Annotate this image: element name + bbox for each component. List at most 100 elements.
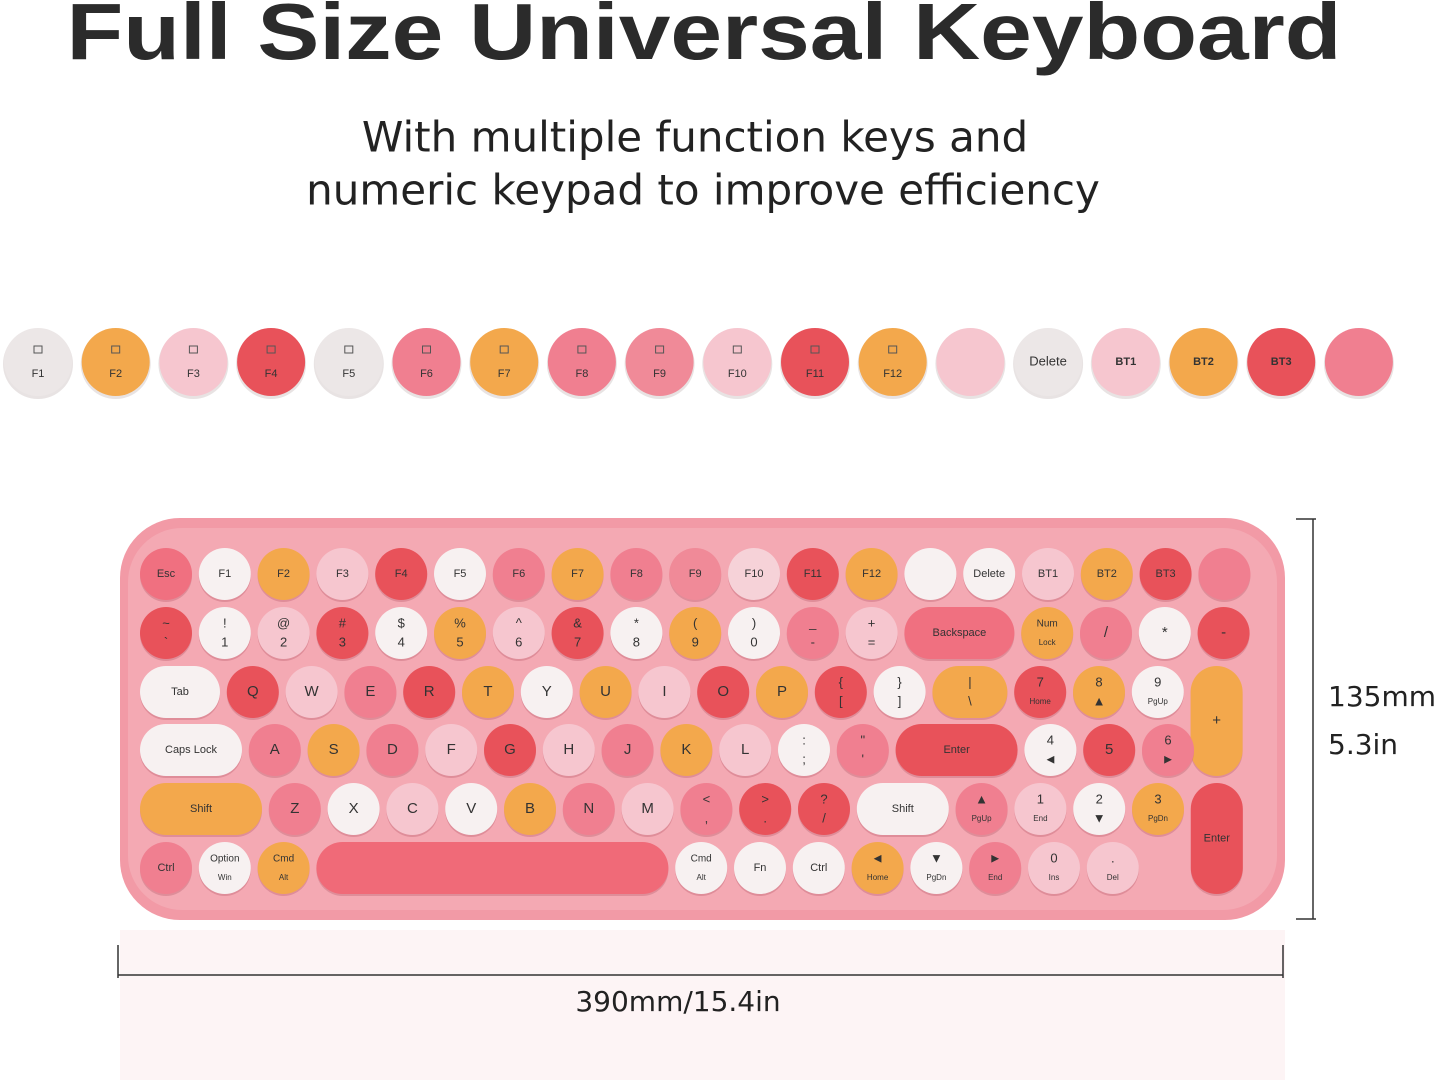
key-label-bottom: \ [968, 693, 972, 708]
key-label-bottom: End [1033, 814, 1047, 823]
key [1131, 666, 1184, 718]
key [814, 666, 867, 718]
key [1024, 724, 1077, 776]
key-label: Y [542, 683, 552, 700]
title: Full Size Universal Keyboard [67, 0, 1342, 76]
key [786, 548, 839, 600]
key [504, 783, 556, 835]
key-label: Ctrl [810, 862, 827, 874]
key-label-top: * [634, 615, 639, 630]
key [1197, 607, 1250, 659]
key [257, 842, 310, 894]
key-label-bottom: ◄ [1044, 751, 1057, 766]
key [198, 607, 251, 659]
key [660, 724, 713, 776]
key-label-top: { [839, 674, 844, 689]
key-label: Z [290, 800, 299, 817]
key-label: BT2 [1193, 356, 1214, 368]
key-label: Enter [943, 744, 970, 756]
key-label-bottom: Win [218, 873, 232, 882]
key-label: BT1 [1038, 568, 1058, 580]
key-label: * [1162, 624, 1168, 641]
function-key [1247, 328, 1316, 396]
key-label-bottom: , [705, 810, 709, 825]
key-label: F2 [277, 568, 290, 580]
key-label: Ctrl [157, 862, 174, 874]
key [551, 607, 604, 659]
key-label-bottom: 0 [750, 634, 757, 649]
key [851, 842, 904, 894]
key-label-bottom: ] [898, 693, 902, 708]
function-key [936, 328, 1005, 396]
key-label-top: ! [223, 615, 227, 630]
key-label-bottom: End [988, 873, 1002, 882]
key-label-bottom: Del [1107, 873, 1119, 882]
key-label: O [717, 683, 729, 700]
key-label-top: 8 [1095, 674, 1102, 689]
key-label-top: > [761, 791, 769, 806]
key-label-bottom: ` [164, 634, 168, 649]
key [140, 783, 262, 835]
key-label-bottom: 9 [692, 634, 699, 649]
key-label-top: 0 [1050, 850, 1057, 865]
key-label: + [1212, 712, 1221, 729]
key [969, 842, 1022, 894]
key-label-top: ▼ [930, 850, 943, 865]
key-label: Delete [1029, 353, 1067, 368]
key-label: BT2 [1097, 568, 1117, 580]
function-key [81, 328, 150, 396]
key [445, 783, 498, 835]
key-label: F7 [498, 368, 511, 380]
key-label: A [270, 741, 280, 758]
key [1198, 548, 1251, 600]
key-label: - [1221, 624, 1226, 641]
key [198, 548, 251, 600]
key-label: R [424, 683, 435, 700]
key [675, 842, 728, 894]
key [895, 724, 1018, 776]
key [140, 548, 192, 600]
key [719, 724, 772, 776]
subtitle-line: With multiple function keys and [362, 113, 1028, 162]
key-label-top: ? [820, 791, 827, 806]
key [579, 666, 632, 718]
key [226, 666, 279, 718]
function-keys: F1 F2 F3 F4 F5 F6 F7 F8 F9 F10 F11 F12 Delete BT1 BT2 B… [3, 328, 1394, 399]
key [680, 783, 733, 835]
key-label: F1 [32, 368, 45, 380]
key-label-bottom: Home [867, 873, 889, 882]
key-label-bottom: Home [1030, 697, 1052, 706]
function-key [314, 328, 383, 396]
function-key [858, 328, 927, 396]
function-key [392, 328, 461, 396]
key-icon [33, 345, 43, 354]
key-label: Caps Lock [165, 744, 217, 756]
key-label-top: . [1111, 850, 1115, 865]
key [739, 783, 792, 835]
key [728, 607, 780, 659]
key-label-top: 6 [1164, 732, 1171, 747]
key [198, 842, 251, 894]
key [786, 607, 839, 659]
key-label-top: _ [808, 615, 817, 630]
subtitle-line: numeric keypad to improve efficiency [306, 166, 1100, 215]
key [1132, 783, 1184, 835]
key [1014, 666, 1067, 718]
key [1014, 783, 1067, 835]
key-icon [422, 345, 431, 354]
key-icon [888, 345, 898, 354]
key [856, 783, 949, 835]
key-label-top: ◄ [871, 850, 884, 865]
function-key [1091, 328, 1160, 396]
key-label: N [583, 800, 594, 817]
key-icon [499, 345, 509, 354]
key-label-top: 9 [1154, 674, 1161, 689]
key [910, 842, 963, 894]
key [610, 548, 663, 600]
function-key [703, 328, 772, 396]
width-dimension [117, 945, 1284, 978]
key-icon [577, 345, 587, 354]
key [1083, 724, 1136, 776]
key [307, 724, 360, 776]
key [140, 724, 242, 776]
